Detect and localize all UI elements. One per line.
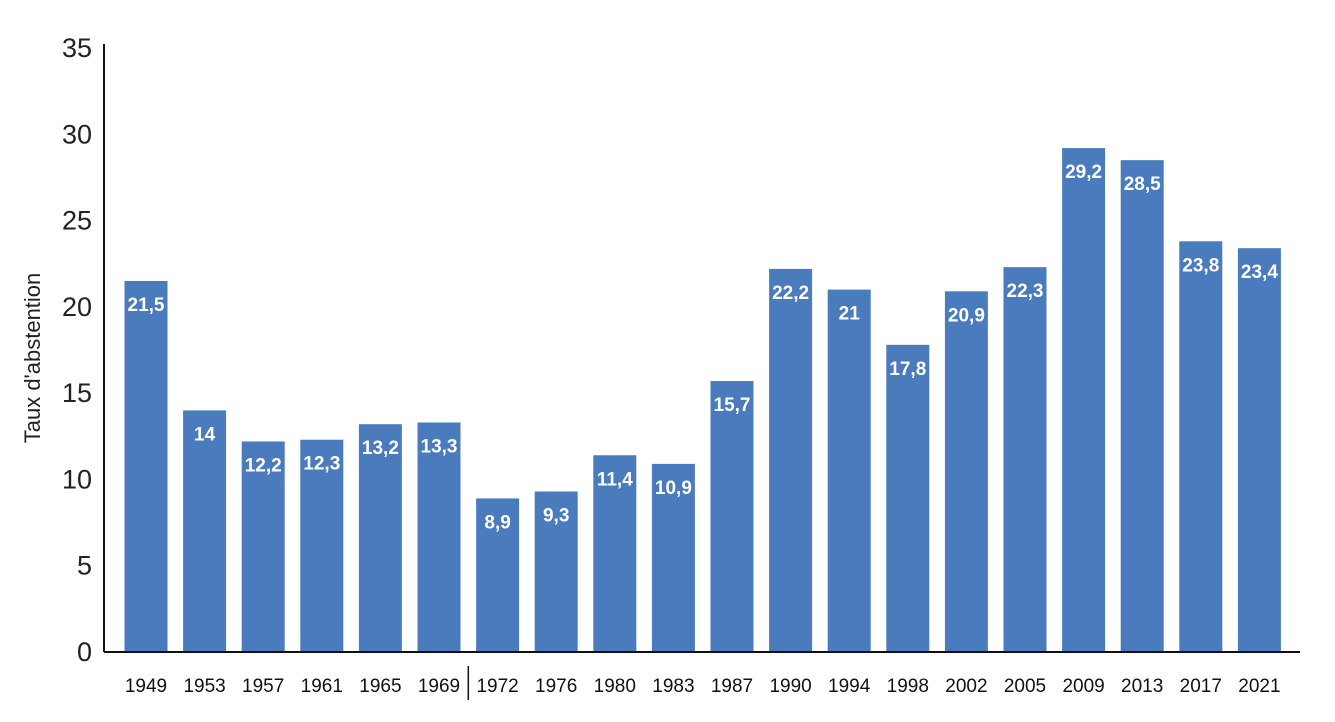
bar bbox=[300, 439, 344, 652]
y-axis-ticks: 0 5 10 15 20 25 30 35 bbox=[62, 33, 92, 667]
x-tick-label: 2009 bbox=[1062, 676, 1104, 697]
x-tick-label: 1961 bbox=[301, 676, 343, 697]
data-label: 21 bbox=[839, 304, 861, 325]
y-tick-label: 25 bbox=[62, 206, 92, 236]
x-tick-label: 2013 bbox=[1121, 676, 1163, 697]
x-tick-label: 1965 bbox=[359, 676, 401, 697]
x-tick-label: 1969 bbox=[418, 676, 460, 697]
bar bbox=[1120, 160, 1164, 652]
x-tick-label: 1998 bbox=[887, 676, 929, 697]
data-label: 20,9 bbox=[948, 305, 985, 326]
x-tick-label: 1980 bbox=[594, 676, 636, 697]
data-label: 23,4 bbox=[1241, 262, 1278, 283]
y-tick-label: 30 bbox=[62, 119, 92, 149]
data-label: 10,9 bbox=[655, 478, 692, 499]
bar bbox=[769, 268, 813, 652]
x-tick-label: 1990 bbox=[769, 676, 811, 697]
bar bbox=[886, 344, 930, 652]
data-label: 12,2 bbox=[245, 455, 282, 476]
bar bbox=[651, 463, 695, 652]
x-tick-label: 1976 bbox=[535, 676, 577, 697]
bar bbox=[358, 424, 402, 652]
data-label: 11,4 bbox=[597, 469, 633, 490]
bar bbox=[593, 455, 637, 652]
data-label: 15,7 bbox=[714, 395, 751, 416]
bar bbox=[827, 289, 871, 652]
y-tick-label: 0 bbox=[77, 637, 92, 667]
bar bbox=[1237, 248, 1281, 652]
x-tick-label: 1957 bbox=[242, 676, 284, 697]
data-label: 14 bbox=[194, 424, 216, 445]
data-label: 13,2 bbox=[362, 438, 399, 459]
x-tick-label: 1983 bbox=[652, 676, 694, 697]
x-tick-label: 2017 bbox=[1180, 676, 1222, 697]
data-label: 12,3 bbox=[303, 454, 340, 475]
x-tick-label: 2021 bbox=[1238, 676, 1280, 697]
data-label: 22,3 bbox=[1007, 281, 1044, 302]
bar bbox=[241, 441, 285, 652]
data-label: 23,8 bbox=[1182, 255, 1219, 276]
bar bbox=[417, 422, 461, 652]
x-tick-label: 1994 bbox=[828, 676, 871, 697]
x-axis-labels: 1949 1953 1957 1961 1965 1969 1972 1976 1980 1983… bbox=[125, 676, 1281, 697]
data-label: 9,3 bbox=[543, 506, 569, 527]
data-label: 29,2 bbox=[1065, 162, 1102, 183]
bar bbox=[1179, 241, 1223, 652]
data-label: 22,2 bbox=[772, 283, 809, 304]
bar bbox=[710, 381, 754, 652]
y-tick-label: 15 bbox=[62, 378, 92, 408]
y-tick-label: 10 bbox=[62, 464, 92, 494]
y-axis-title: Taux d'abstention bbox=[20, 273, 45, 444]
x-tick-label: 2005 bbox=[1004, 676, 1046, 697]
bar bbox=[1062, 148, 1106, 652]
data-label: 8,9 bbox=[484, 512, 510, 533]
y-tick-label: 5 bbox=[77, 551, 92, 581]
bar bbox=[1003, 267, 1047, 652]
bar bbox=[183, 410, 227, 652]
bar bbox=[476, 498, 520, 652]
bar bbox=[124, 280, 168, 652]
x-tick-label: 2002 bbox=[945, 676, 987, 697]
bar bbox=[944, 291, 988, 652]
bar bbox=[534, 491, 578, 652]
data-label: 13,3 bbox=[421, 436, 458, 457]
x-tick-label: 1987 bbox=[711, 676, 753, 697]
y-tick-label: 35 bbox=[62, 33, 92, 63]
data-label: 28,5 bbox=[1124, 174, 1161, 195]
data-label: 17,8 bbox=[889, 359, 926, 380]
x-tick-label: 1972 bbox=[476, 676, 518, 697]
data-labels: 21,5 14 12,2 12,3 13,2 13,3 8,9 9,3 11,4 10,9 15,7… bbox=[128, 162, 1279, 533]
y-tick-label: 20 bbox=[62, 292, 92, 322]
bars bbox=[124, 148, 1281, 652]
x-tick-label: 1953 bbox=[183, 676, 225, 697]
data-label: 21,5 bbox=[128, 295, 165, 316]
x-tick-label: 1949 bbox=[125, 676, 167, 697]
